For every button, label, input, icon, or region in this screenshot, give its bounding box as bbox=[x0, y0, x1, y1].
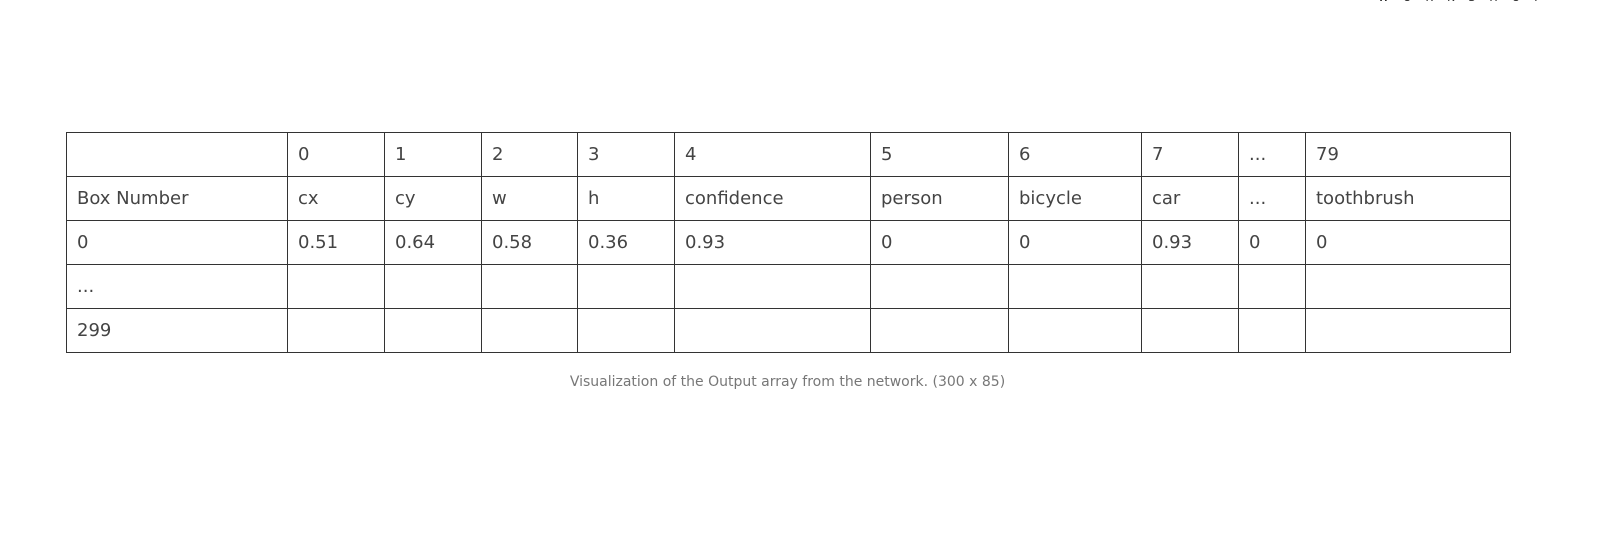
brand: WORKSHOP bbox=[1378, 0, 1555, 4]
empty-cell bbox=[674, 264, 871, 309]
table-cell: 0 bbox=[1238, 220, 1306, 265]
empty-cell bbox=[674, 308, 871, 353]
table-cell: 0 bbox=[66, 220, 288, 265]
empty-cell bbox=[384, 264, 482, 309]
table-body: 0 1 2 3 4 5 6 7... 79 Box Number cx cy w h confidence p… bbox=[66, 132, 1511, 353]
empty-cell bbox=[384, 308, 482, 353]
table-cell: w bbox=[481, 176, 578, 221]
table-cell: car bbox=[1141, 176, 1239, 221]
table-cell: 1 bbox=[384, 132, 482, 177]
empty-cell bbox=[481, 308, 578, 353]
table-cell: Box Number bbox=[66, 176, 288, 221]
empty-cell bbox=[1238, 264, 1306, 309]
empty-cell bbox=[1141, 264, 1239, 309]
table-cell: 0 bbox=[1008, 220, 1142, 265]
table-cell: 0.51 bbox=[287, 220, 385, 265]
table-cell: 299 bbox=[66, 308, 288, 353]
table-cell: 0.93 bbox=[1141, 220, 1239, 265]
empty-cell bbox=[577, 308, 675, 353]
table-cell: 0.36 bbox=[577, 220, 675, 265]
table-cell: toothbrush bbox=[1305, 176, 1511, 221]
empty-cell bbox=[870, 264, 1009, 309]
table-cell: 6 bbox=[1008, 132, 1142, 177]
empty-cell bbox=[870, 308, 1009, 353]
empty-cell bbox=[1141, 308, 1239, 353]
empty-cell bbox=[66, 132, 288, 177]
empty-cell bbox=[577, 264, 675, 309]
table-cell: 3 bbox=[577, 132, 675, 177]
table-cell: 2 bbox=[481, 132, 578, 177]
table-cell: 7 bbox=[1141, 132, 1239, 177]
table-cell: 0 bbox=[1305, 220, 1511, 265]
table-row: 0 1 2 3 4 5 6 7... 79 bbox=[66, 132, 1511, 177]
table-cell: h bbox=[577, 176, 675, 221]
empty-cell bbox=[1305, 264, 1511, 309]
table-cell: bicycle bbox=[1008, 176, 1142, 221]
table-cell: 0 bbox=[287, 132, 385, 177]
table-cell: ... bbox=[66, 264, 288, 309]
table-cell: ... bbox=[1238, 176, 1306, 221]
table-row: 299 bbox=[66, 308, 1511, 353]
empty-cell bbox=[287, 264, 385, 309]
table-row: ... bbox=[66, 264, 1511, 309]
table-row: 0 0.51 0.64 0.58 0.36 0.93 0 0 0.93 0 0 bbox=[66, 220, 1511, 265]
table-cell: 0.64 bbox=[384, 220, 482, 265]
empty-cell bbox=[1238, 308, 1306, 353]
empty-cell bbox=[1008, 308, 1142, 353]
table-row: Box Number cx cy w h confidence person bicycle c… bbox=[66, 176, 1511, 221]
table-cell: 5 bbox=[870, 132, 1009, 177]
table-cell: cy bbox=[384, 176, 482, 221]
table-cell: 0.58 bbox=[481, 220, 578, 265]
caption: Visualization of the Output array from t… bbox=[569, 374, 1006, 390]
table-cell: 0 bbox=[870, 220, 1009, 265]
table-cell: cx bbox=[287, 176, 385, 221]
table-cell: person bbox=[870, 176, 1009, 221]
table-cell: confidence bbox=[674, 176, 871, 221]
empty-cell bbox=[287, 308, 385, 353]
table-cell: ... bbox=[1238, 132, 1306, 177]
output-table: 0 1 2 3 4 5 6 7... 79 Box Number cx cy w h confidence p… bbox=[66, 132, 1511, 353]
empty-cell bbox=[481, 264, 578, 309]
table-cell: 4 bbox=[674, 132, 871, 177]
empty-cell bbox=[1305, 308, 1511, 353]
empty-cell bbox=[1008, 264, 1142, 309]
table-cell: 79 bbox=[1305, 132, 1511, 177]
table-cell: 0.93 bbox=[674, 220, 871, 265]
